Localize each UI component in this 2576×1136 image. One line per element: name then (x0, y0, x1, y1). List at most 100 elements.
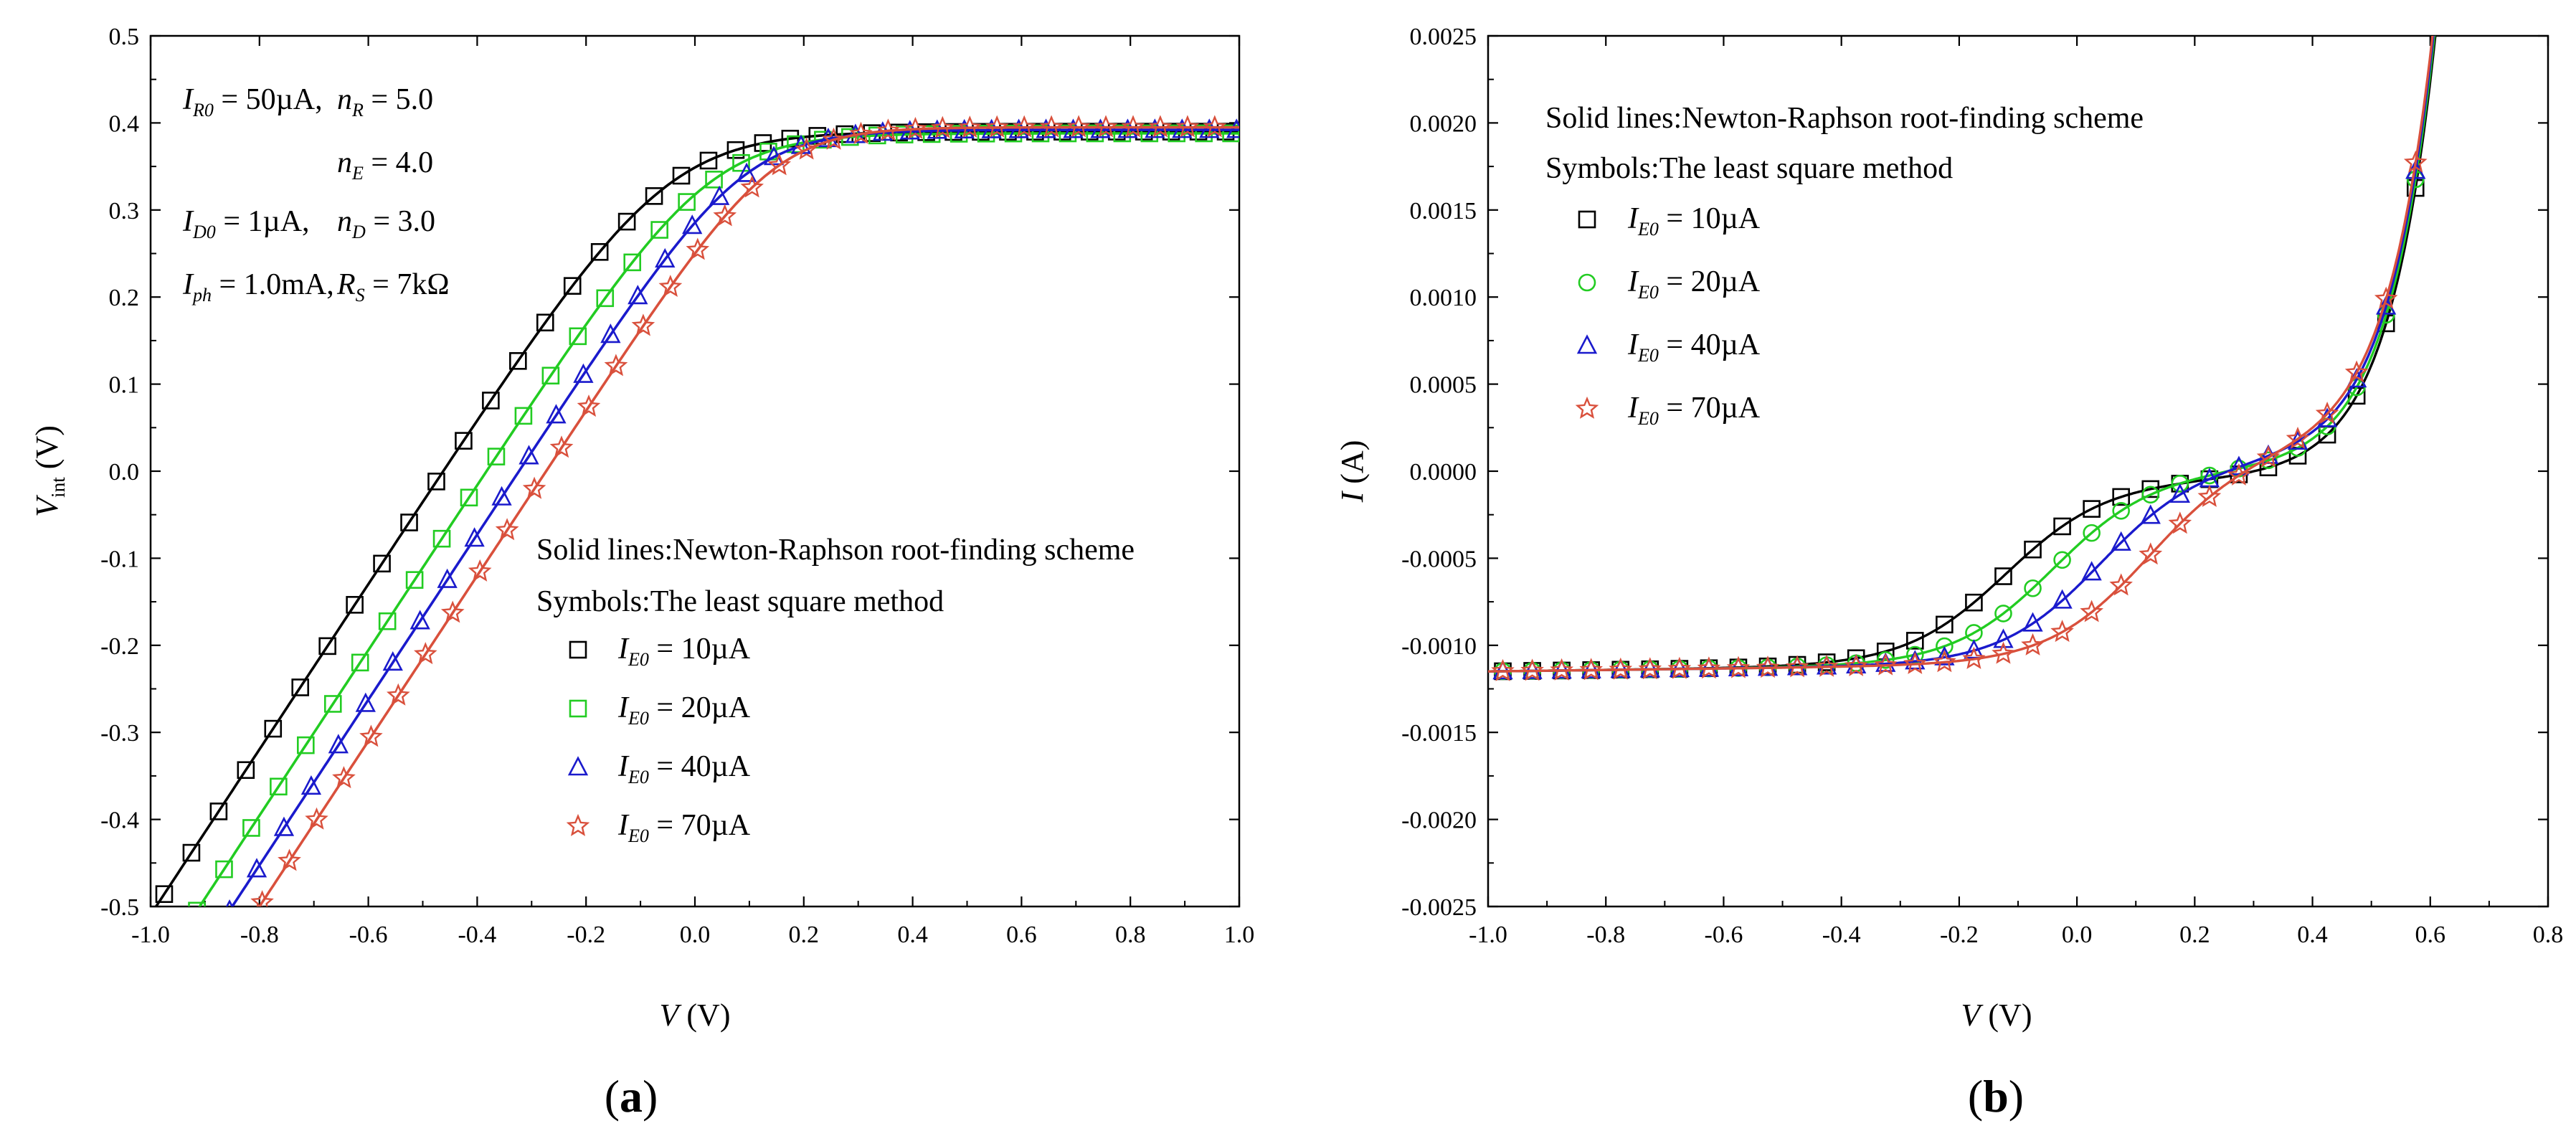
panel-b-series-4-point (2109, 573, 2133, 596)
param-nR: nR = 5.0 (337, 83, 433, 120)
panel-a-series-4-point (767, 153, 792, 176)
panel-a-series-2-point (460, 488, 478, 507)
panel-b-xtick-label: -0.4 (1822, 922, 1861, 948)
panel-a-series-3-point (1036, 118, 1056, 138)
panel-a-legend-marker-1 (569, 640, 587, 659)
panel-a-ytick-label: 0.1 (109, 372, 140, 399)
panel-a-series-4-point (686, 237, 710, 260)
panel-a-series-1-point (482, 392, 500, 410)
panel-b-series-4-point (1638, 657, 1662, 680)
panel-a-series-3-point (1145, 118, 1165, 138)
panel-b-series-4-point (1520, 658, 1544, 681)
panel-b-legend-label-2: IE0 = 20µA (1627, 265, 1761, 303)
panel-a-series-4-point (604, 354, 628, 377)
panel-a-series-3-point (1008, 118, 1029, 138)
panel-b-series-1-point (2112, 488, 2130, 506)
panel-b-series-1-point (2083, 500, 2101, 518)
panel-a-legend-label-2: IE0 = 20µA (617, 691, 751, 729)
panel-a-series-4-point (1148, 115, 1173, 138)
panel-a-series-4-point (440, 600, 465, 623)
panel-b-series-4-point (1579, 658, 1603, 681)
panel-b-series-4-point (2256, 445, 2281, 468)
panel-a-series-4-point (876, 118, 900, 141)
panel-a-series-2-point (432, 529, 451, 548)
panel-a-series-1-point (563, 277, 582, 295)
panel-a-series-2-point (242, 819, 260, 837)
panel-b-series-4-point (2139, 542, 2163, 565)
panel-a-series-1-point (182, 843, 201, 862)
panel-a-series-4-point (1203, 115, 1227, 138)
panel-a-series-4-point (1012, 115, 1036, 138)
panel-a-series-3-point (225, 899, 234, 907)
panel-a-series-4-point (658, 275, 683, 298)
panel-a-series-4-point (305, 807, 328, 830)
panel-a-legend-title-lines: Solid lines:Newton-Raphson root-finding … (536, 534, 1135, 567)
panel-a-series-line-3 (230, 128, 1239, 907)
panel-a-x-axis-label: V (V) (660, 998, 731, 1033)
panel-a-series-3-point (409, 610, 430, 630)
panel-a-series-3-point (546, 404, 567, 424)
panel-a-xtick-label: -0.6 (349, 922, 388, 948)
panel-a-series-3-point (682, 214, 703, 235)
panel-b-label: (b) (1968, 1071, 2024, 1122)
panel-b-series-4-point (2374, 286, 2398, 309)
panel-a-series-3-point (491, 486, 512, 506)
panel-b-series-4-point (2197, 484, 2222, 507)
panel-b-series-4-point (2168, 511, 2192, 534)
panel-a-series-4-point (577, 394, 601, 417)
panel-b-legend-title-symbols: Symbols:The least square method (1545, 152, 1953, 185)
param-IR0: IR0 = 50µA, (182, 83, 323, 120)
panel-a-series-1-point (672, 166, 691, 185)
panel-a-series-2-point (569, 327, 587, 346)
panel-b-legend-marker-3 (1576, 334, 1598, 354)
panel-a-series-3-point (300, 775, 322, 795)
panel-a-series-1-point (209, 803, 228, 820)
panel-b-series-4-point (1785, 655, 1809, 678)
panel-a-series-2-point (1222, 124, 1239, 143)
panel-b-ytick-label: 0.0020 (1410, 110, 1477, 137)
panel-a-series-4-point (713, 204, 737, 227)
panel-a-legend-title-symbols: Symbols:The least square method (536, 585, 944, 618)
panel-b-series-4-point (2344, 360, 2369, 383)
panel-a-series-2-point (323, 695, 342, 713)
panel-b-xtick-label: -1.0 (1469, 922, 1507, 948)
panel-b-axes: -1.0 -0.8 -0.6 -0.4 -0.2 0.0 0.2 0.4 0.6 0.8 -0.00… (1401, 24, 2563, 948)
panel-b-series-1-point (2053, 517, 2071, 536)
panel-a-series-1-point (590, 242, 609, 261)
panel-b-legend-title-lines: Solid lines:Newton-Raphson root-finding … (1545, 102, 2144, 135)
panel-a-series-4-point (849, 121, 873, 144)
panel-a-series-4-point (1175, 115, 1200, 138)
panel-a-series-2-point (678, 193, 696, 211)
panel-b-xtick-label: -0.6 (1705, 922, 1743, 948)
panel-a-legend-label-3: IE0 = 40µA (617, 750, 751, 787)
panel-a-ytick-label: -0.5 (100, 894, 139, 921)
panel-b-xtick-label: 0.0 (2062, 922, 2093, 948)
panel-a-legend-marker-4 (566, 813, 590, 836)
panel-a-series-2-point (514, 407, 533, 425)
panel-a-series-2-point (215, 860, 233, 879)
panel-b-legend-label-4: IE0 = 70µA (1627, 392, 1761, 429)
panel-a-series-2-point (732, 153, 750, 172)
panel-a-series-3-point (464, 527, 485, 547)
panel-a-series-line-1 (154, 130, 1239, 907)
panel-b-series-4-point (1932, 650, 1956, 673)
panel-a-series-3-point (655, 247, 676, 268)
panel-a-plot-area (154, 115, 1239, 907)
panel-a-series-1-point (645, 187, 663, 205)
panel-a-series-3-point (1090, 118, 1111, 138)
panel-b-series-2-point (1994, 605, 2012, 623)
panel-a-series-1-point (509, 352, 527, 370)
panel-b-series-3-point (1993, 628, 2014, 648)
panel-b-plot-area (1488, 36, 2437, 681)
panel-a-ytick-label: 0.3 (109, 198, 140, 224)
panel-b-series-4-point (1844, 653, 1868, 676)
panel-a-parameters: IR0 = 50µA, nR = 5.0 nE = 4.0 ID0 = 1µA, nD … (182, 83, 450, 306)
panel-a-series-4-point (1039, 115, 1064, 138)
panel-a-legend-marker-3 (567, 756, 589, 776)
panel-b-series-4-point (1992, 641, 2015, 664)
panel-a-series-3-point (736, 162, 757, 182)
panel-a-xtick-label: 1.0 (1224, 922, 1255, 948)
panel-a-legend-label-1: IE0 = 10µA (617, 633, 751, 670)
panel-b-series-4-point (2315, 401, 2339, 424)
panel-b-ytick-label: 0.0000 (1410, 459, 1477, 486)
